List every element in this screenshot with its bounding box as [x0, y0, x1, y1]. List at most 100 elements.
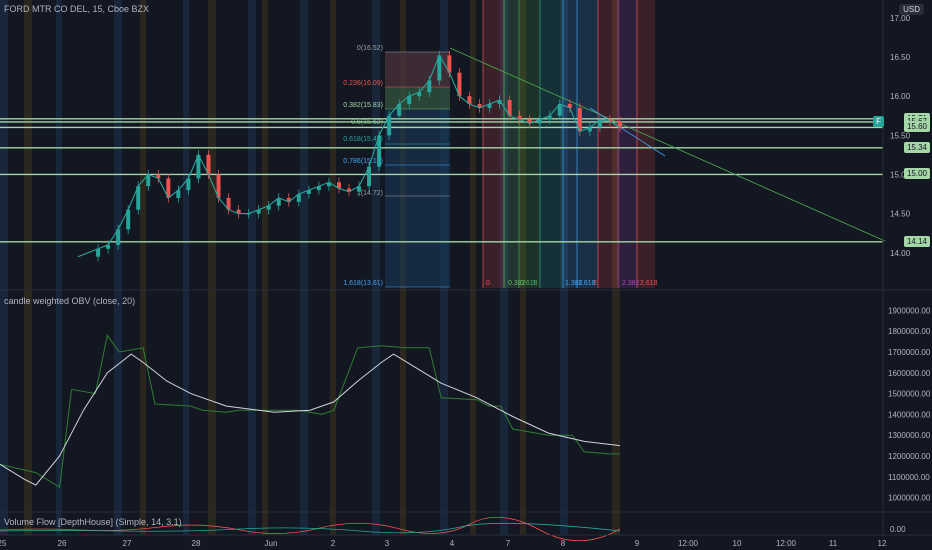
- candle-body: [206, 154, 211, 175]
- fib-time-label: 1.618: [578, 280, 596, 287]
- candle-body: [116, 229, 121, 245]
- time-axis-label: 27: [123, 539, 132, 548]
- time-axis-label: 2: [331, 539, 336, 548]
- session-band: [560, 0, 568, 535]
- session-band: [56, 0, 62, 535]
- fib-time-zone: [504, 0, 519, 288]
- candle-body: [477, 103, 482, 108]
- price-tag: 15.60: [903, 121, 930, 133]
- obv-axis-label: 1700000.00: [888, 348, 931, 357]
- obv-axis: 1900000.00 1800000.00 1700000.00 1600000.00…: [888, 306, 931, 502]
- candle-body: [96, 248, 101, 257]
- candle-body: [216, 174, 221, 198]
- price-tag: 14.14: [903, 235, 930, 247]
- candle-body: [567, 103, 572, 108]
- time-axis-label: 12:00: [678, 539, 699, 548]
- candle-body: [377, 135, 382, 167]
- session-band: [372, 0, 380, 535]
- time-axis-label: 9: [635, 539, 640, 548]
- candle-body: [357, 186, 362, 192]
- fib-time-label: 1: [532, 280, 536, 287]
- currency-badge[interactable]: USD: [899, 4, 924, 15]
- volume-flow-line-2: [0, 522, 621, 534]
- time-axis-label: 3: [385, 539, 390, 548]
- volume-flow-panel-title[interactable]: Volume Flow [DepthHouse] (Simple, 14, 3.…: [4, 517, 182, 527]
- candle-body: [306, 190, 311, 195]
- price-tag: 15.34: [903, 141, 930, 153]
- price-axis-label: 16.50: [890, 53, 911, 62]
- volume-flow-axis-label: 0.00: [890, 525, 906, 534]
- time-axis-label: 8: [561, 539, 566, 548]
- candle-body: [326, 182, 331, 187]
- price-axis-label: 15.50: [890, 131, 911, 140]
- trend-line-secondary[interactable]: [589, 107, 666, 157]
- candle-body: [427, 80, 432, 93]
- fib-time-label: 2.618: [640, 280, 658, 287]
- obv-axis-label: 1300000.00: [888, 431, 931, 440]
- candle-body: [527, 119, 532, 124]
- candle-body: [517, 115, 522, 120]
- candle-body: [447, 55, 452, 73]
- candle-body: [497, 100, 502, 104]
- session-band: [183, 0, 189, 535]
- candle-body: [276, 197, 281, 206]
- price-axis-label: 16.00: [890, 92, 911, 101]
- session-band: [262, 0, 268, 535]
- candle-body: [547, 115, 552, 120]
- time-axis[interactable]: 25 26 27 28 Jun 2 3 4 7 8 9 12:00 10 12:00 11 12: [0, 539, 887, 548]
- obv-axis-label: 1800000.00: [888, 327, 931, 336]
- time-axis-label: Jun: [265, 539, 278, 548]
- fib-retracement: 0(16.52) 0.236(16.09) 0.382(15.83) 0.5(1…: [343, 45, 450, 288]
- time-axis-label: 11: [829, 539, 838, 548]
- obv-axis-label: 1400000.00: [888, 410, 931, 419]
- session-band: [0, 0, 8, 535]
- time-axis-label: 10: [733, 539, 742, 548]
- candle-body: [126, 209, 131, 230]
- fib-time-zone: [577, 0, 598, 288]
- session-band: [330, 0, 336, 535]
- candle-body: [557, 103, 562, 116]
- candle-body: [367, 166, 372, 187]
- price-axis-label: 14.50: [890, 210, 911, 219]
- obv-axis-label: 1000000.00: [888, 494, 931, 503]
- obv-axis-label: 1600000.00: [888, 369, 931, 378]
- trend-line[interactable]: [449, 47, 886, 242]
- session-band: [612, 0, 620, 535]
- time-axis-label: 7: [506, 539, 511, 548]
- candle-body: [156, 174, 161, 179]
- candle-body: [597, 119, 602, 128]
- fib-time-label: 0.618: [520, 280, 538, 287]
- candle-body: [577, 107, 582, 132]
- fib-time-zone: [540, 0, 563, 288]
- fib-time-zone: [598, 0, 618, 288]
- time-axis-label: 25: [0, 539, 7, 548]
- price-line: [77, 54, 621, 258]
- fib-time-zone: [618, 0, 637, 288]
- price-axis-label: 17.00: [890, 14, 911, 23]
- time-axis-label: 12:00: [776, 539, 797, 548]
- candle-body: [487, 103, 492, 108]
- candle-body: [417, 92, 422, 97]
- symbol-title[interactable]: FORD MTR CO DEL, 15, Cboe BZX: [4, 4, 150, 14]
- obv-axis-label: 1100000.00: [888, 473, 930, 482]
- session-band: [520, 0, 526, 535]
- session-band: [248, 0, 256, 535]
- fib-time-zone: [483, 0, 504, 288]
- session-band: [140, 0, 146, 535]
- obv-axis-label: 1200000.00: [888, 452, 931, 461]
- session-band: [300, 0, 308, 535]
- fib-time-label: 0.382: [508, 280, 526, 287]
- candle-body: [226, 197, 231, 210]
- fib-time-label: 0: [486, 280, 490, 287]
- candle-body: [196, 154, 201, 179]
- candle-body: [236, 209, 241, 214]
- time-axis-label: 4: [450, 539, 455, 548]
- obv-panel-title[interactable]: candle weighted OBV (close, 20): [4, 296, 136, 306]
- price-axis-label: 15.00: [890, 170, 911, 179]
- price-axis[interactable]: 17.00 16.50 16.00 15.50 15.00 14.50 14.00: [890, 14, 911, 258]
- fib-time-zone: [563, 0, 577, 288]
- candle-body: [387, 115, 392, 136]
- candle-body: [316, 186, 321, 191]
- candle-body: [336, 182, 341, 189]
